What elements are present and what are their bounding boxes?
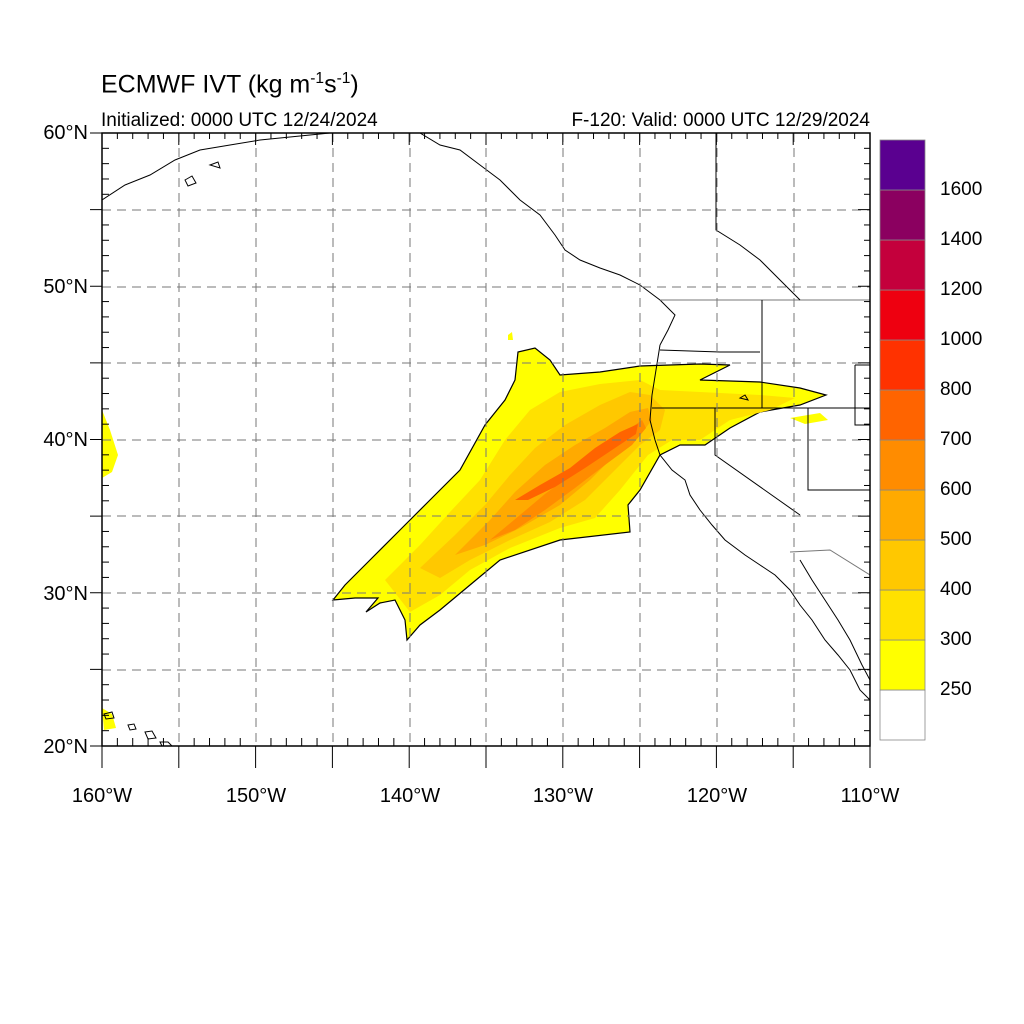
colorbar-swatch (879, 439, 926, 491)
canada-province-line (715, 133, 801, 301)
hawaii-islands (103, 711, 173, 746)
chart-title: ECMWF IVT (kg m-1s-1) (101, 70, 359, 99)
colorbar-level-label: 1200 (940, 279, 983, 300)
inland-lake (738, 394, 750, 401)
colorbar-level-label: 1000 (940, 329, 983, 350)
colorbar-level-label: 400 (940, 579, 972, 600)
colorbar-level-label: 1400 (940, 229, 983, 250)
colorbar-level-label: 300 (940, 629, 972, 650)
state-line-az (854, 364, 870, 426)
initialized-time: Initialized: 0000 UTC 12/24/2024 (101, 110, 378, 131)
colorbar-level-label: 800 (940, 379, 972, 400)
graticule (102, 133, 870, 746)
valid-time: F-120: Valid: 0000 UTC 12/29/2024 (571, 110, 870, 131)
bc-coastline (419, 133, 676, 346)
ivt-patch-hawaii-east (102, 410, 118, 478)
mexico-border (789, 549, 870, 576)
colorbar-level-label: 700 (940, 429, 972, 450)
colorbar-swatch (879, 639, 926, 691)
lon-label-110w: 110°W (840, 785, 900, 807)
lon-label-140w: 140°W (379, 785, 441, 807)
lat-label-50: 50°N (43, 276, 88, 298)
state-line-ca-nv (714, 408, 801, 516)
gulf-of-california-coast (799, 559, 870, 681)
lat-label-20: 20°N (43, 736, 88, 758)
lat-label-60: 60°N (43, 122, 88, 144)
colorbar-swatch (879, 389, 926, 441)
lon-label-130w: 130°W (532, 785, 594, 807)
ivt-level-700 (515, 424, 638, 500)
colorbar-swatch (879, 239, 926, 291)
colorbar-level-label: 500 (940, 529, 972, 550)
lon-label-160w: 160°W (71, 785, 133, 807)
colorbar-level-label: 600 (940, 479, 972, 500)
lat-label-30: 30°N (43, 583, 88, 605)
lon-label-120w: 120°W (686, 785, 748, 807)
lat-label-40: 40°N (43, 429, 88, 451)
state-line-nv-ut (807, 408, 870, 491)
axis-ticks (90, 132, 871, 768)
ivt-patch-idaho (790, 413, 828, 424)
colorbar-swatch (879, 139, 926, 191)
colorbar-swatch (879, 339, 926, 391)
colorbar-swatch (879, 189, 926, 241)
lon-label-150w: 150°W (225, 785, 287, 807)
colorbar-level-label: 250 (940, 679, 972, 700)
us-west-coastline (649, 344, 870, 701)
colorbar-swatch (879, 539, 926, 591)
colorbar-swatch (879, 289, 926, 341)
colorbar-swatch (879, 689, 926, 741)
ivt-patch-bc (508, 332, 513, 340)
colorbar (879, 139, 926, 741)
colorbar-swatch (879, 589, 926, 641)
state-line-wa-or (659, 349, 760, 353)
colorbar-level-label: 1600 (940, 179, 983, 200)
ivt-shading (102, 332, 828, 730)
colorbar-swatch (879, 489, 926, 541)
ivt-level-300 (385, 380, 795, 612)
alaska-islands (184, 161, 221, 187)
